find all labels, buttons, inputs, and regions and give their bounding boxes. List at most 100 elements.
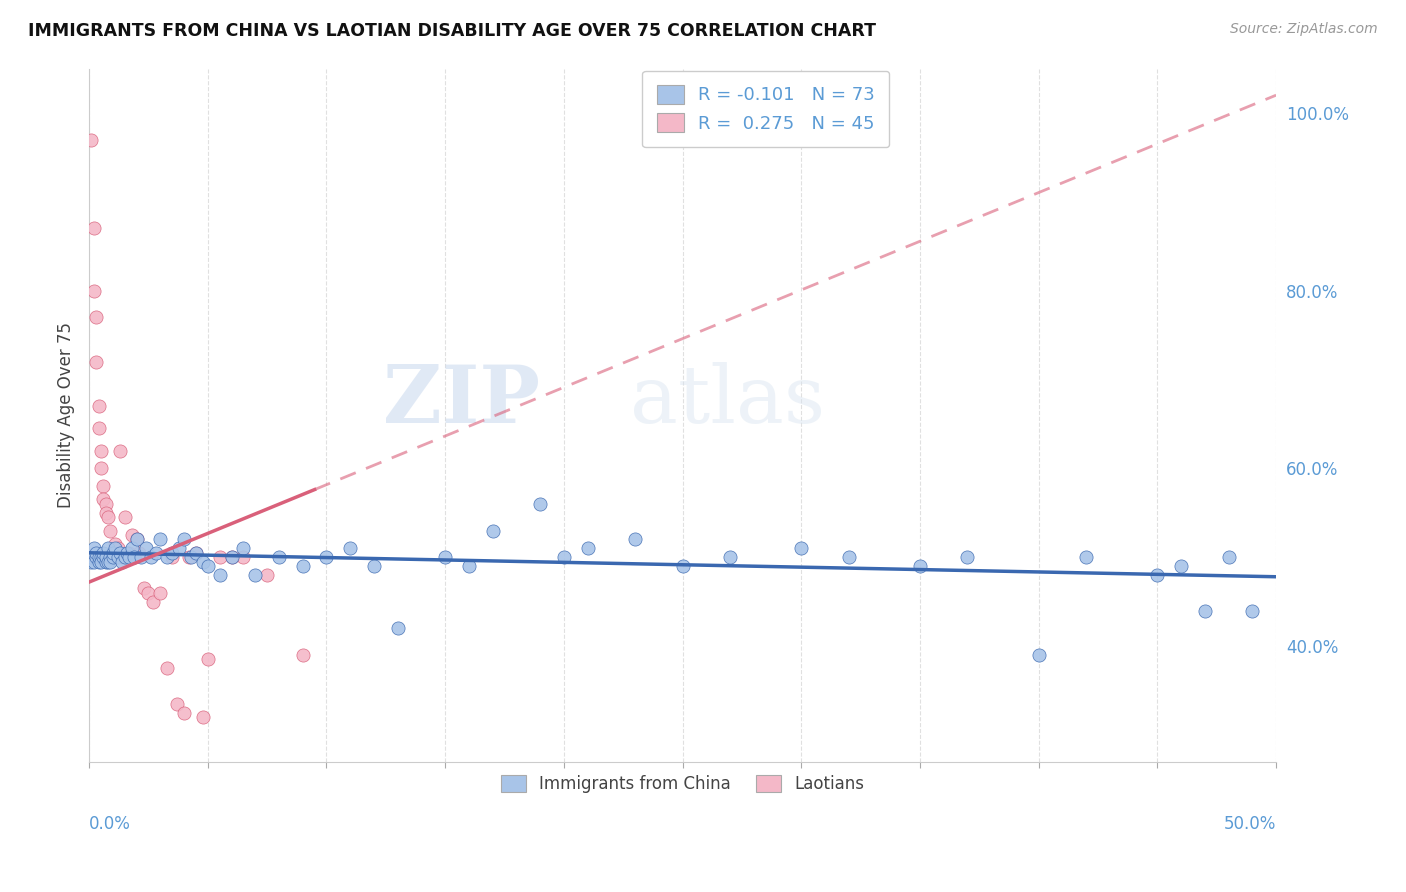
Point — [97, 541, 120, 556]
Point — [956, 550, 979, 565]
Point — [232, 541, 254, 556]
Point — [91, 479, 114, 493]
Point — [122, 550, 145, 565]
Point — [256, 568, 278, 582]
Point — [197, 559, 219, 574]
Point — [122, 550, 145, 565]
Point — [84, 550, 107, 565]
Point — [118, 546, 141, 560]
Point — [1241, 603, 1264, 617]
Point — [80, 555, 103, 569]
Point — [221, 550, 243, 565]
Point — [291, 559, 314, 574]
Point — [671, 559, 693, 574]
Point — [111, 555, 134, 569]
Point — [291, 648, 314, 662]
Point — [101, 546, 124, 560]
Point — [121, 541, 143, 556]
Point — [142, 594, 165, 608]
Point — [1076, 550, 1098, 565]
Point — [180, 550, 202, 565]
Point — [87, 550, 110, 565]
Point — [160, 546, 183, 560]
Point — [128, 546, 150, 560]
Text: Source: ZipAtlas.com: Source: ZipAtlas.com — [1230, 22, 1378, 37]
Point — [1194, 603, 1216, 617]
Point — [100, 555, 122, 569]
Point — [838, 550, 860, 565]
Point — [481, 524, 503, 538]
Point — [135, 541, 157, 556]
Text: atlas: atlas — [630, 362, 825, 440]
Point — [173, 533, 195, 547]
Point — [101, 550, 124, 565]
Point — [1146, 568, 1168, 582]
Point — [221, 550, 243, 565]
Point — [160, 550, 183, 565]
Point — [94, 497, 117, 511]
Point — [267, 550, 290, 565]
Point — [139, 550, 162, 565]
Text: 50.0%: 50.0% — [1223, 815, 1277, 833]
Point — [169, 541, 191, 556]
Point — [1170, 559, 1192, 574]
Point — [83, 541, 105, 556]
Point — [97, 510, 120, 524]
Point — [173, 706, 195, 720]
Point — [149, 586, 172, 600]
Point — [104, 537, 127, 551]
Point — [90, 443, 112, 458]
Point — [363, 559, 385, 574]
Point — [91, 546, 114, 560]
Point — [208, 568, 231, 582]
Point — [83, 555, 105, 569]
Point — [84, 355, 107, 369]
Point — [197, 652, 219, 666]
Point — [101, 550, 124, 565]
Point — [191, 555, 214, 569]
Point — [100, 550, 122, 565]
Point — [718, 550, 741, 565]
Point — [80, 550, 103, 565]
Point — [138, 586, 160, 600]
Point — [208, 550, 231, 565]
Point — [90, 461, 112, 475]
Point — [387, 621, 409, 635]
Point — [156, 550, 179, 565]
Point — [624, 533, 647, 547]
Point — [529, 497, 551, 511]
Point — [458, 559, 481, 574]
Point — [434, 550, 457, 565]
Point — [1218, 550, 1240, 565]
Point — [91, 550, 114, 565]
Point — [80, 550, 103, 565]
Point — [87, 421, 110, 435]
Point — [166, 697, 188, 711]
Point — [104, 541, 127, 556]
Point — [125, 533, 148, 547]
Point — [100, 524, 122, 538]
Point — [83, 284, 105, 298]
Point — [184, 546, 207, 560]
Point — [108, 443, 131, 458]
Point — [94, 506, 117, 520]
Point — [90, 555, 112, 569]
Text: IMMIGRANTS FROM CHINA VS LAOTIAN DISABILITY AGE OVER 75 CORRELATION CHART: IMMIGRANTS FROM CHINA VS LAOTIAN DISABIL… — [28, 22, 876, 40]
Point — [132, 582, 155, 596]
Text: 0.0%: 0.0% — [89, 815, 131, 833]
Point — [125, 533, 148, 547]
Point — [91, 492, 114, 507]
Point — [121, 528, 143, 542]
Point — [576, 541, 599, 556]
Point — [97, 555, 120, 569]
Point — [114, 510, 136, 524]
Point — [184, 546, 207, 560]
Point — [87, 555, 110, 569]
Point — [84, 546, 107, 560]
Point — [115, 546, 138, 560]
Point — [108, 546, 131, 560]
Point — [156, 661, 179, 675]
Point — [339, 541, 361, 556]
Point — [908, 559, 931, 574]
Point — [129, 550, 152, 565]
